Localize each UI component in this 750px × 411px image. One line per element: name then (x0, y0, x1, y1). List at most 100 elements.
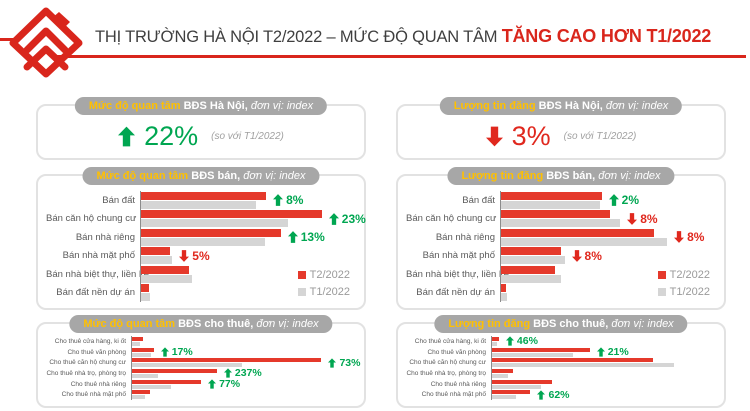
chart-row: Cho thuê nhà trọ, phòng trọ 237% (46, 367, 356, 379)
summary-interest-note: (so với T1/2022) (211, 130, 284, 142)
bar-group: 13% (140, 228, 356, 247)
change-value: 62% (548, 388, 570, 401)
summary-listings-note: (so với T1/2022) (563, 130, 637, 142)
chart-header-highlight: Mức độ quan tâm (83, 318, 176, 330)
legend-label-t1: T1/2022 (669, 286, 710, 298)
bar-t1-2022 (141, 293, 150, 302)
up-arrow-icon (287, 231, 298, 244)
bar-t1-2022 (492, 352, 573, 357)
up-arrow-icon (328, 358, 337, 368)
change-value: 8% (640, 211, 658, 226)
category-label: Bán căn hộ chung cư (406, 213, 497, 225)
summary-listings-value: 3% (511, 120, 551, 151)
summary-interest-box: Mức độ quan tâm BĐS Hà Nội, đơn vị: inde… (36, 97, 366, 160)
bar-group: 8% (500, 228, 716, 247)
bar-t2-2022 (141, 265, 189, 274)
bar-t2-2022 (141, 228, 281, 237)
batdongsan-logo-icon (9, 7, 83, 78)
bar-t2-2022 (501, 210, 611, 219)
bar-t1-2022 (141, 237, 266, 246)
chart-row: Cho thuê văn phòng 17% (46, 346, 356, 358)
bar-t1-2022 (132, 341, 140, 346)
legend-swatch-t2 (657, 271, 666, 279)
bar-group (131, 389, 356, 401)
legend-swatch-t1 (657, 288, 666, 296)
legend-item-t2: T2/2022 (297, 269, 350, 281)
change-value: 46% (516, 335, 538, 348)
header-rule (57, 55, 746, 58)
category-label: Cho thuê nhà riêng (70, 380, 126, 388)
bar-group: 237% (131, 367, 356, 379)
change-value: 5% (192, 248, 210, 263)
chart-row: Bán căn hộ chung cư 23% (46, 209, 366, 228)
category-label: Cho thuê nhà trọ, phòng trọ (406, 369, 486, 377)
chart-header-unit: đơn vị: index (611, 318, 674, 330)
summary-listings-box: Lượng tin đăng BĐS Hà Nội, đơn vị: index… (396, 97, 726, 160)
chart-listings-sale-header: Lượng tin đăng BĐS bán, đơn vị: index (447, 167, 675, 185)
up-arrow-icon (505, 336, 514, 346)
bar-t2-2022 (132, 368, 217, 373)
chart-listings-rent: Lượng tin đăng BĐS cho thuê, đơn vị: ind… (396, 315, 726, 408)
bar-t2-2022 (492, 347, 590, 352)
bar-t1-2022 (501, 293, 507, 302)
bar-group (140, 265, 356, 284)
category-label: Cho thuê nhà mặt phố (421, 391, 486, 399)
bar-group (500, 283, 716, 302)
bar-t2-2022 (501, 191, 602, 200)
down-arrow-icon (179, 249, 190, 262)
bar-t1-2022 (501, 237, 668, 246)
chart-header-unit: đơn vị: index (256, 318, 319, 330)
legend-swatch-t2 (297, 271, 306, 279)
chart-row: Bán đất nền dự án (406, 283, 716, 302)
chart-row: Bán nhà biệt thự, liền kề (46, 265, 356, 284)
bar-t1-2022 (492, 341, 497, 346)
bar-t1-2022 (132, 352, 151, 357)
chart-row: Bán nhà mặt phố 8% (406, 246, 716, 265)
summary-header-unit: đơn vị: index (250, 100, 314, 112)
chart-header-bold: BĐS bán, (191, 170, 241, 182)
bar-t2-2022 (492, 390, 531, 395)
bar-group: 73% (131, 357, 360, 369)
category-label: Bán đất nền dự án (416, 287, 495, 299)
down-arrow-icon (674, 231, 685, 244)
change-badge: 8% (273, 193, 303, 207)
bar-t1-2022 (492, 373, 508, 378)
bar-t1-2022 (132, 395, 145, 400)
bar-group: 8% (500, 209, 716, 228)
chart-header-unit: đơn vị: index (598, 170, 661, 182)
chart-header-bold: BĐS cho thuê, (178, 318, 254, 330)
category-label: Bán nhà biệt thự, liền kề (46, 268, 150, 280)
chart-row: Bán căn hộ chung cư 8% (406, 209, 716, 228)
change-value: 8% (286, 193, 304, 208)
summary-header-unit: đơn vị: index (605, 100, 669, 112)
chart-row: Bán đất nền dự án (46, 283, 356, 302)
bar-t2-2022 (132, 358, 322, 363)
bar-t2-2022 (492, 368, 513, 373)
chart-interest-sale-plot: Bán đất 8% Bán căn hộ chung cư 23% Bán nhà r… (38, 176, 366, 308)
bar-group: 77% (131, 378, 356, 390)
up-arrow-icon (118, 126, 136, 146)
bar-t2-2022 (501, 247, 561, 256)
bar-t1-2022 (141, 200, 257, 209)
down-arrow-icon (485, 126, 503, 146)
bar-group (491, 368, 716, 379)
page-title: THỊ TRƯỜNG HÀ NỘI T2/2022 – MỨC ĐỘ QUAN … (95, 26, 711, 47)
chart-listings-sale-plot: Bán đất 2% Bán căn hộ chung cư 8% Bán nhà ri… (398, 176, 724, 308)
bar-t2-2022 (132, 379, 202, 384)
change-value: 21% (607, 346, 629, 358)
bar-t2-2022 (492, 336, 499, 341)
bar-t1-2022 (492, 363, 674, 368)
bar-t1-2022 (501, 274, 561, 283)
chart-row: Bán nhà biệt thự, liền kề (406, 265, 716, 284)
category-label: Cho thuê nhà mặt phố (61, 391, 126, 399)
category-label: Cho thuê nhà riêng (430, 380, 486, 388)
up-arrow-icon (328, 212, 339, 225)
change-value: 17% (171, 346, 193, 358)
chart-legend: T2/2022 T1/2022 (297, 269, 350, 298)
legend-swatch-t1 (297, 288, 306, 296)
bar-group (491, 378, 716, 390)
bar-t2-2022 (492, 358, 653, 363)
down-arrow-icon (627, 212, 638, 225)
change-value: 13% (300, 230, 325, 245)
legend-label-t2: T2/2022 (669, 269, 710, 281)
